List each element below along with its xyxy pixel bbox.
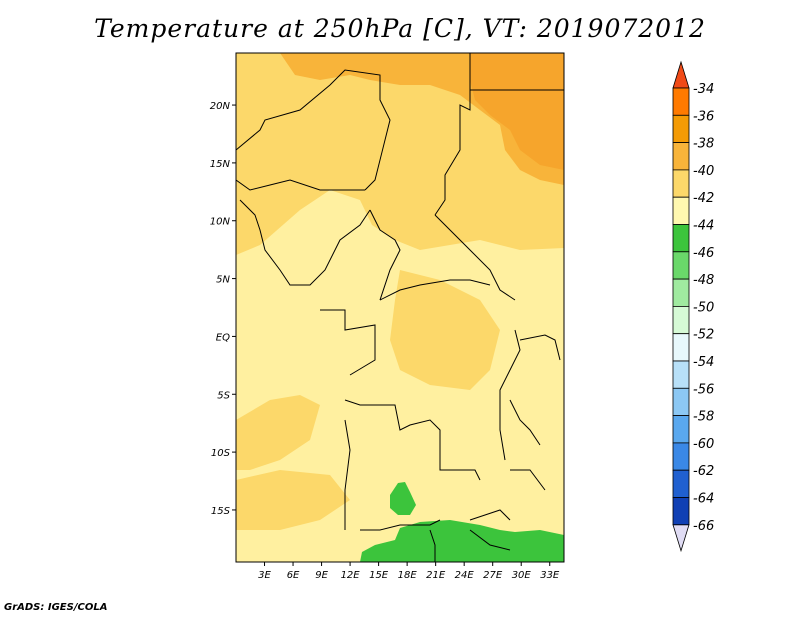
- x-tick-label: 3E: [258, 570, 271, 581]
- colorbar-label: -62: [693, 464, 714, 479]
- shade-36-38-ne: [470, 53, 564, 170]
- x-tick-label: 12E: [341, 570, 361, 581]
- colorbar-swatch: [672, 497, 690, 526]
- colorbar-swatch: [672, 224, 690, 253]
- x-tick-label: 33E: [540, 570, 560, 581]
- y-tick-label: 5N: [216, 275, 230, 286]
- colorbar-swatch: [672, 469, 690, 498]
- x-tick-label: 24E: [455, 570, 475, 581]
- x-tick-label: 30E: [512, 570, 532, 581]
- x-tick-label: 18E: [398, 570, 418, 581]
- colorbar-label: -50: [693, 300, 714, 315]
- y-tick-label: 5S: [217, 390, 230, 401]
- country-borders: [236, 53, 564, 562]
- colorbar-label: -34: [693, 82, 714, 97]
- y-tick-label: 10S: [211, 448, 231, 459]
- shade-40-42-south: [236, 395, 320, 470]
- colorbar-swatch: [672, 196, 690, 225]
- y-tick-label: 20N: [210, 101, 231, 112]
- x-tick-label: 6E: [287, 570, 300, 581]
- grads-credit: GrADS: IGES/COLA: [4, 602, 108, 613]
- colorbar-swatch: [672, 142, 690, 171]
- colorbar-label: -48: [693, 273, 714, 288]
- shade-40-42-southwest: [236, 470, 350, 530]
- colorbar-swatch: [672, 251, 690, 280]
- colorbar-swatch: [672, 87, 690, 116]
- map-shading: [236, 53, 564, 562]
- colorbar-swatch: [672, 278, 690, 307]
- colorbar-swatch: [672, 114, 690, 144]
- colorbar-swatch: [672, 387, 690, 416]
- colorbar-swatch: [672, 442, 690, 471]
- colorbar-label: -36: [693, 109, 714, 124]
- colorbar-label: -44: [693, 219, 714, 234]
- y-tick-label: 15S: [211, 506, 231, 517]
- y-tick-label: EQ: [216, 332, 230, 343]
- colorbar-top-arrow: [672, 60, 690, 89]
- colorbar-label: -66: [693, 519, 714, 534]
- colorbar-label: -60: [693, 437, 714, 452]
- colorbar-swatch: [672, 169, 690, 198]
- x-tick-label: 15E: [369, 570, 389, 581]
- colorbar-swatch: [672, 305, 690, 335]
- shade-40-42-central: [390, 270, 500, 390]
- shade-44-46-south: [360, 520, 564, 562]
- colorbar-label: -42: [693, 191, 714, 206]
- x-tick-label: 27E: [483, 570, 503, 581]
- y-tick-label: 10N: [210, 217, 231, 228]
- colorbar-label: -54: [693, 355, 714, 370]
- colorbar-label: -52: [693, 328, 714, 343]
- y-axis: 20N 15N 10N 5N EQ 5S 10S 15S: [210, 101, 236, 517]
- colorbar-swatch: [672, 333, 690, 362]
- colorbar-label: -40: [693, 164, 714, 179]
- x-axis: 3E 6E 9E 12E 15E 18E 21E 24E 27E 30E 33E: [258, 562, 560, 581]
- x-tick-label: 9E: [315, 570, 328, 581]
- colorbar-label: -64: [693, 492, 714, 507]
- colorbar-label: -46: [693, 246, 714, 261]
- colorbar-label: -56: [693, 382, 714, 397]
- colorbar-label: -38: [693, 137, 714, 152]
- colorbar-swatch: [672, 360, 690, 389]
- plot-frame: [235, 52, 565, 563]
- colorbar-bottom-arrow: [672, 524, 690, 553]
- shade-44-46-angola: [390, 482, 416, 515]
- colorbar-label: -58: [693, 410, 714, 425]
- chart-title: Temperature at 250hPa [C], VT: 201907201…: [94, 14, 706, 43]
- x-tick-label: 21E: [426, 570, 446, 581]
- colorbar-swatch: [672, 415, 690, 444]
- y-tick-label: 15N: [210, 159, 231, 170]
